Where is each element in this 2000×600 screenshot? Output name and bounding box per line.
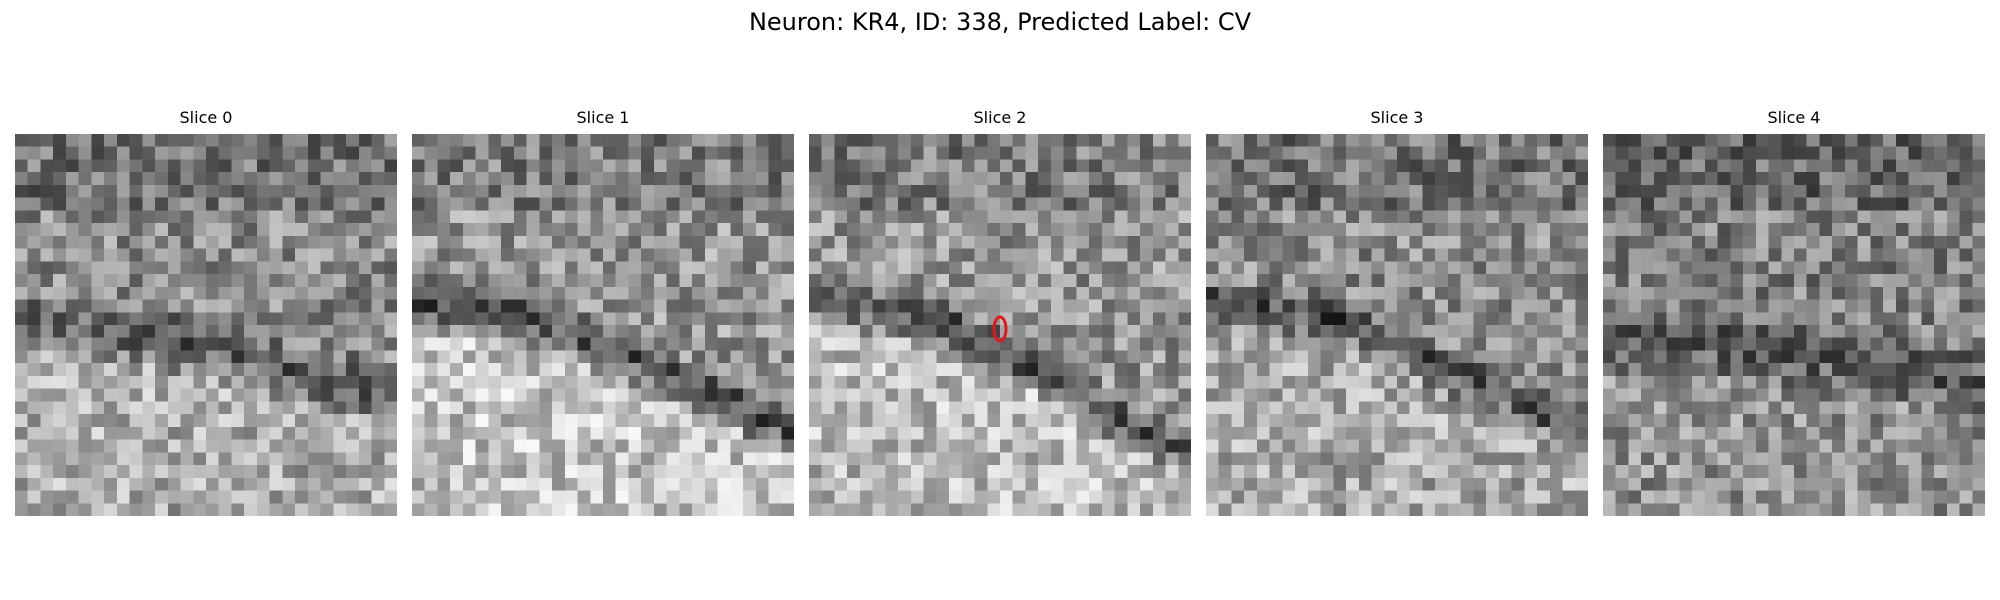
slice-image xyxy=(412,134,794,516)
slice-title: Slice 0 xyxy=(179,108,233,127)
slice-image xyxy=(1206,134,1588,516)
slice-title: Slice 3 xyxy=(1370,108,1424,127)
slice-panel-4: Slice 4 xyxy=(1603,108,1985,516)
slice-panel-3: Slice 3 xyxy=(1206,108,1588,516)
figure-title: Neuron: KR4, ID: 338, Predicted Label: C… xyxy=(748,8,1252,36)
slice-panel-0: Slice 0 xyxy=(15,108,397,516)
slice-panel-2: Slice 2 xyxy=(809,108,1191,516)
slice-title: Slice 4 xyxy=(1767,108,1821,127)
slice-title: Slice 1 xyxy=(576,108,630,127)
slice-image xyxy=(15,134,397,516)
slice-title: Slice 2 xyxy=(973,108,1027,127)
slice-image xyxy=(809,134,1191,516)
slice-image xyxy=(1603,134,1985,516)
slice-panel-1: Slice 1 xyxy=(412,108,794,516)
